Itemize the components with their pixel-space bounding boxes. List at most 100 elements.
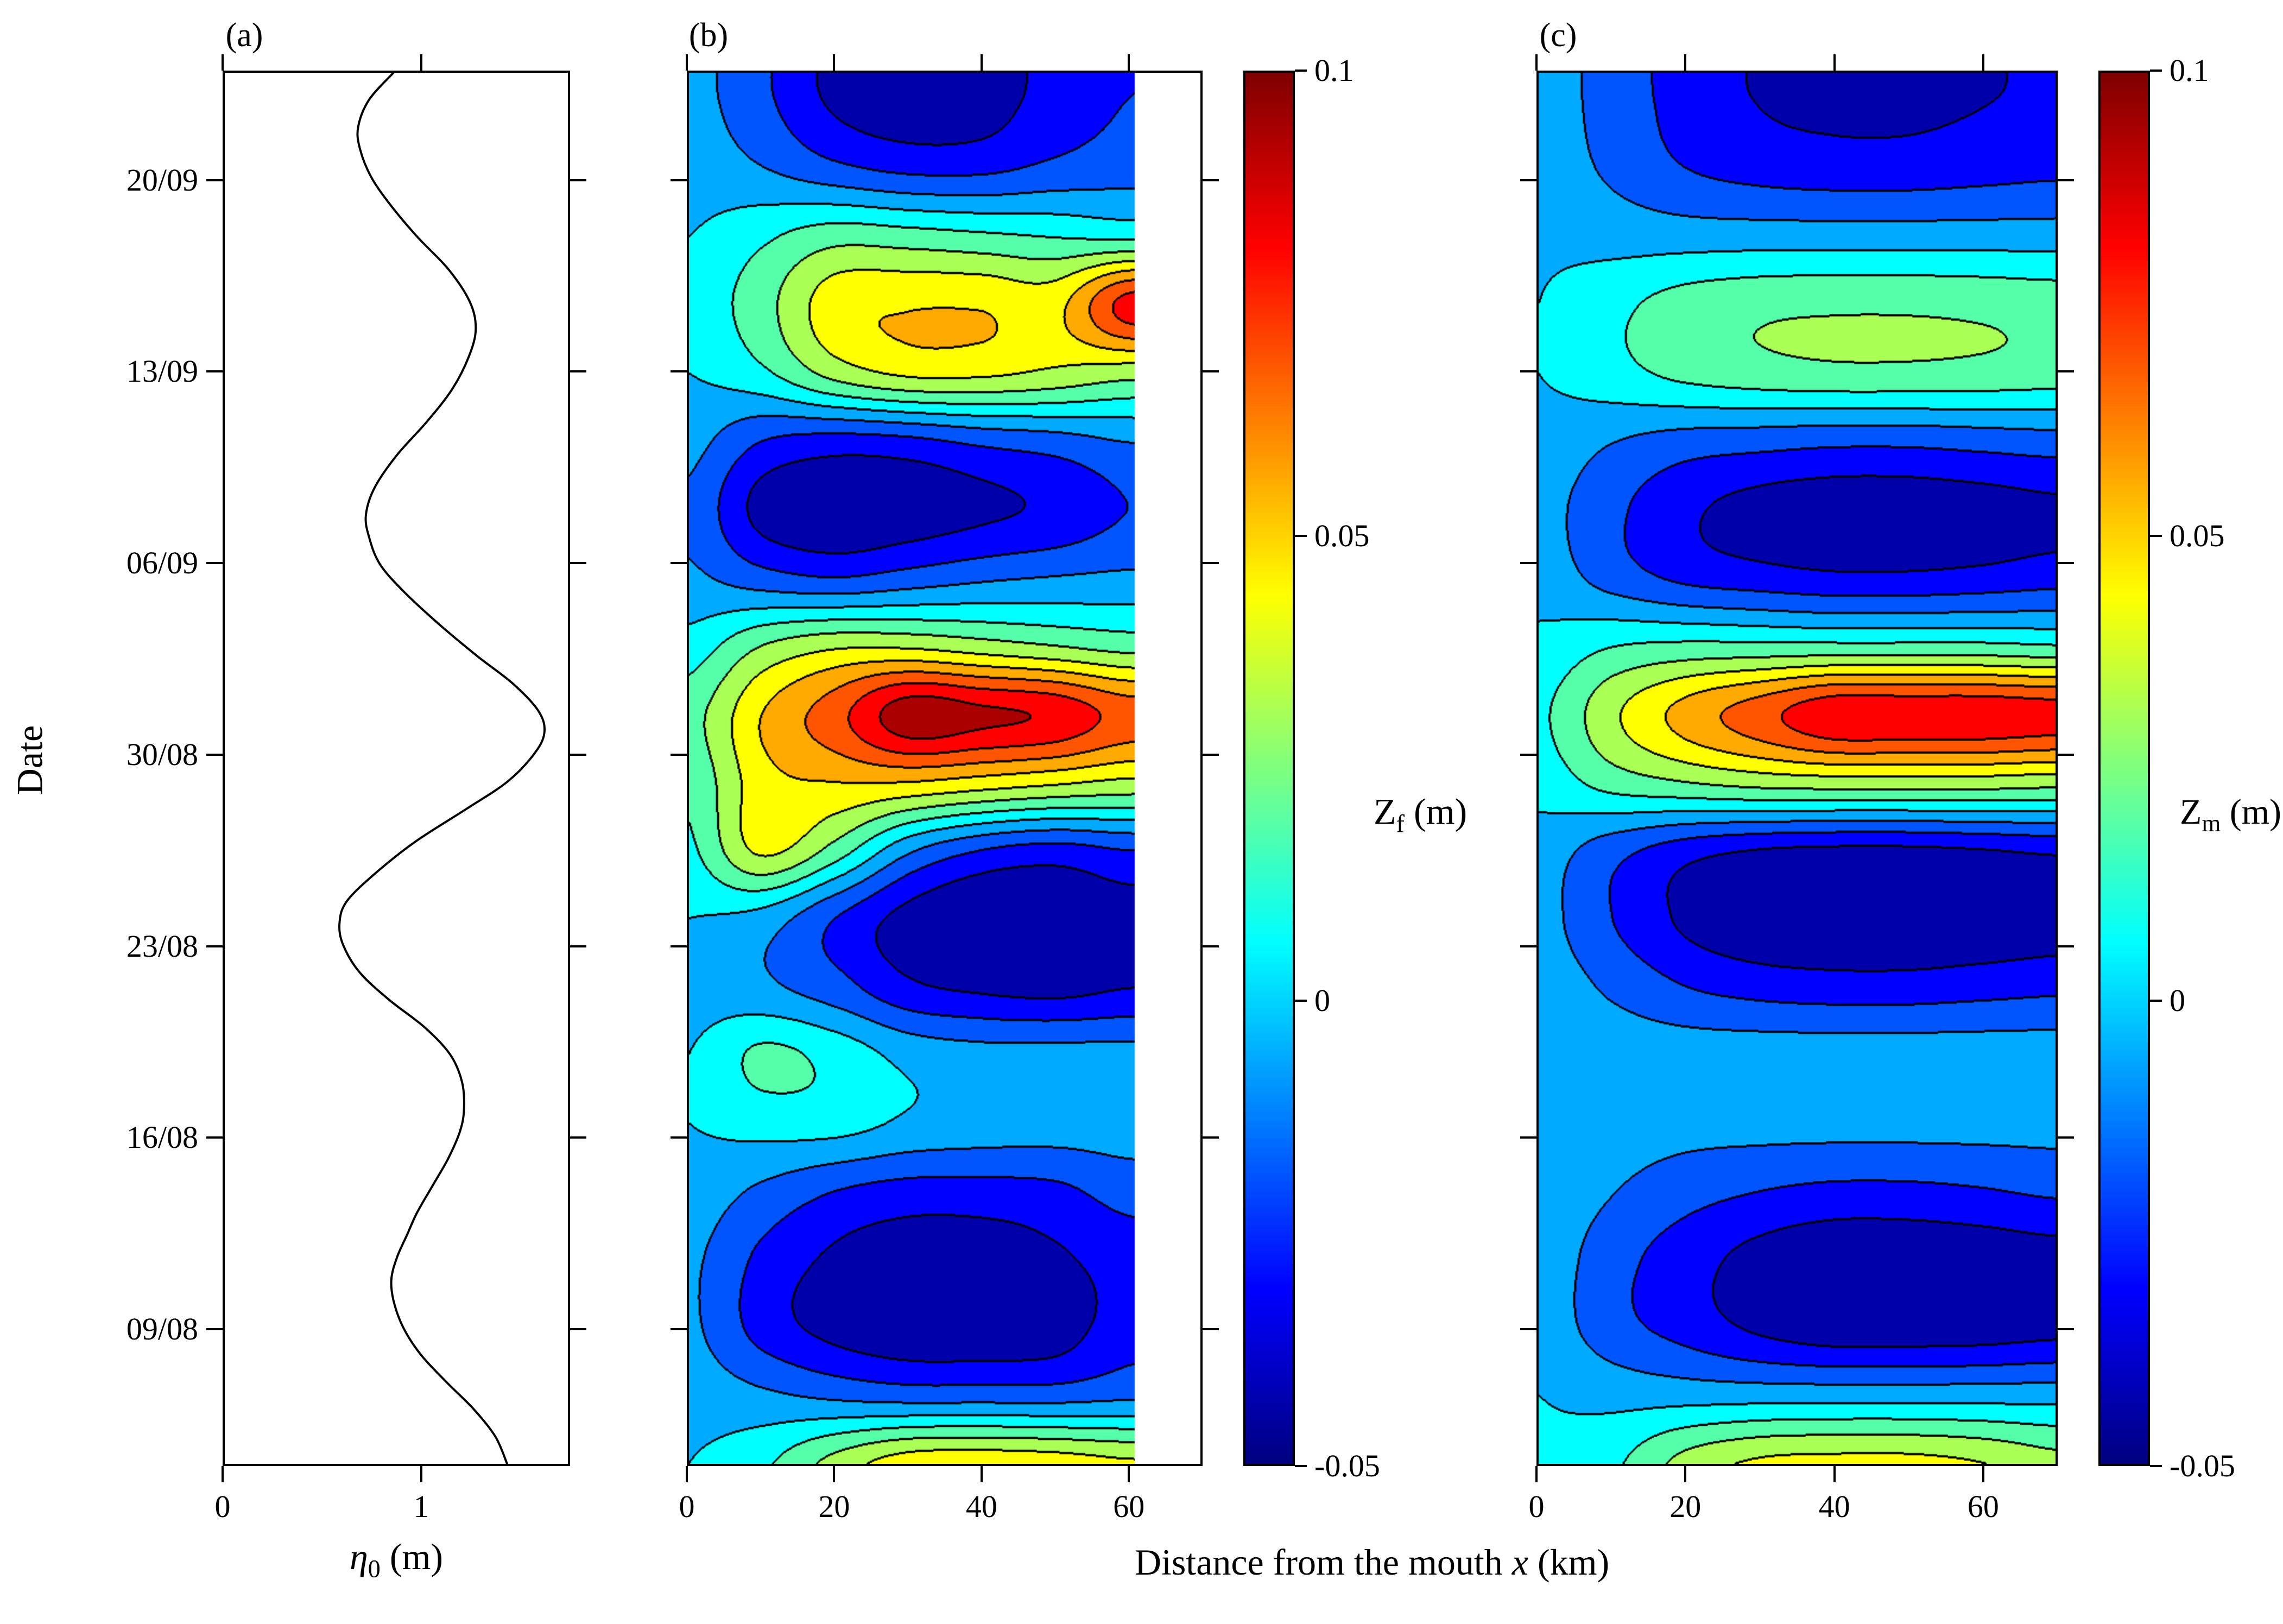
zm-subscript: m (2202, 810, 2221, 837)
zf-subscript: f (1396, 810, 1405, 838)
x-tick-mark (686, 1466, 688, 1482)
distance-label-x-var: x (1512, 1541, 1528, 1583)
x-tick-mark (1684, 54, 1687, 71)
y-tick-mark (671, 1328, 687, 1331)
y-tick-mark (1203, 1136, 1219, 1139)
eta0-line-chart (338, 73, 546, 1464)
x-tick-mark (1982, 1466, 1984, 1482)
x-tick-mark (833, 1466, 836, 1482)
y-tick-mark (671, 1136, 687, 1139)
x-tick-mark (1535, 54, 1538, 71)
y-tick-mark (570, 562, 586, 565)
y-tick-mark (671, 945, 687, 947)
y-tick-mark (671, 753, 687, 756)
y-tick-mark (1203, 1328, 1219, 1331)
panel-c-contour-plot (1536, 71, 2058, 1466)
y-tick-mark (2058, 945, 2074, 947)
y-tick-mark (2058, 370, 2074, 373)
y-tick-mark (570, 370, 586, 373)
y-tick-mark (1520, 370, 1536, 373)
zf-colorbar-gradient (1245, 73, 1293, 1464)
x-tick-label: 20 (1669, 1489, 1702, 1524)
y-tick-mark (206, 370, 223, 373)
x-tick-mark (1833, 54, 1836, 71)
panel-b-title: (b) (688, 17, 729, 54)
y-tick-mark (1520, 753, 1536, 756)
colorbar-tick-label: 0.1 (2170, 53, 2209, 88)
x-tick-label: 0 (214, 1489, 231, 1524)
y-tick-mark (206, 562, 223, 565)
y-tick-mark (1520, 1328, 1536, 1331)
x-tick-mark (1128, 1466, 1130, 1482)
zf-contour-canvas (689, 73, 1200, 1464)
y-tick-mark (2058, 1136, 2074, 1139)
colorbar-tick-label: 0 (1314, 983, 1330, 1019)
y-tick-mark (570, 179, 586, 181)
y-tick-mark (1203, 753, 1219, 756)
colorbar-zf (1243, 71, 1295, 1466)
panel-c-title: (c) (1539, 17, 1577, 54)
y-tick-mark (671, 179, 687, 181)
panel-b-contour-plot (687, 71, 1203, 1466)
y-tick-mark (206, 753, 223, 756)
y-tick-mark (570, 945, 586, 947)
eta-unit: (m) (380, 1536, 444, 1577)
y-tick-mark (1203, 179, 1219, 181)
x-tick-label: 0 (1528, 1489, 1545, 1524)
colorbar-tick-mark (1295, 69, 1307, 72)
y-tick-mark (206, 945, 223, 947)
y-tick-mark (671, 562, 687, 565)
x-tick-mark (1684, 1466, 1687, 1482)
zf-unit: (m) (1404, 791, 1468, 832)
x-tick-mark (1833, 1466, 1836, 1482)
colorbar-tick-mark (2150, 1000, 2162, 1002)
x-tick-mark (1128, 54, 1130, 71)
y-tick-mark (1203, 945, 1219, 947)
y-tick-mark (206, 1328, 223, 1331)
x-tick-mark (980, 1466, 983, 1482)
x-tick-mark (980, 54, 983, 71)
x-tick-label: 40 (1818, 1489, 1850, 1524)
x-tick-mark (420, 1466, 422, 1482)
colorbar-tick-mark (1295, 534, 1307, 537)
x-tick-label: 60 (1113, 1489, 1145, 1524)
colorbar-tick-label: 0 (2170, 983, 2185, 1019)
y-tick-mark (2058, 179, 2074, 181)
date-tick-label: 13/09 (126, 353, 198, 389)
colorbar-tick-label: 0.05 (2170, 517, 2225, 553)
y-tick-mark (2058, 562, 2074, 565)
date-tick-label: 16/08 (126, 1120, 198, 1155)
date-tick-label: 09/08 (126, 1311, 198, 1347)
y-tick-mark (1520, 945, 1536, 947)
y-tick-mark (206, 179, 223, 181)
distance-axis-label: Distance from the mouth x (km) (1135, 1541, 1609, 1584)
y-tick-mark (1203, 562, 1219, 565)
y-tick-mark (1203, 370, 1219, 373)
x-tick-label: 1 (413, 1489, 429, 1524)
y-tick-mark (2058, 753, 2074, 756)
colorbar-tick-label: -0.05 (2170, 1448, 2235, 1483)
x-tick-mark (222, 54, 224, 71)
x-tick-label: 40 (965, 1489, 997, 1524)
x-tick-mark (686, 54, 688, 71)
panel-a-line-plot (223, 71, 570, 1466)
eta0-axis-label: η0 (m) (350, 1535, 443, 1584)
y-tick-mark (570, 1136, 586, 1139)
zm-colorbar-label: Zm (m) (2180, 792, 2281, 837)
colorbar-tick-mark (2150, 1465, 2162, 1467)
zm-unit: (m) (2221, 792, 2282, 832)
colorbar-tick-mark (1295, 1465, 1307, 1467)
zf-symbol: Z (1374, 791, 1396, 832)
distance-label-unit: (km) (1528, 1541, 1610, 1583)
y-tick-mark (570, 1328, 586, 1331)
date-tick-label: 23/08 (126, 928, 198, 964)
y-tick-mark (671, 370, 687, 373)
zf-colorbar-label: Zf (m) (1374, 791, 1467, 839)
x-tick-mark (420, 54, 422, 71)
eta0-curve (338, 73, 546, 1464)
colorbar-tick-label: 0.05 (1314, 517, 1370, 553)
y-tick-mark (1520, 1136, 1536, 1139)
date-tick-label: 06/09 (126, 545, 198, 581)
zm-symbol: Z (2180, 792, 2202, 832)
x-tick-mark (222, 1466, 224, 1482)
